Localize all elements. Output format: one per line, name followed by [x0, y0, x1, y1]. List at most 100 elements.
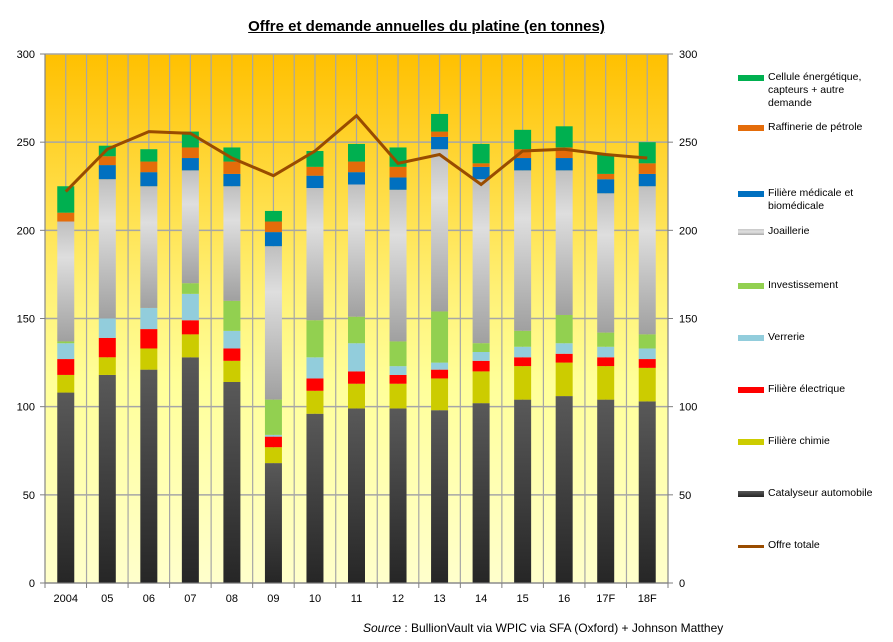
bar-segment-raffinerie-de-p-trole-13	[431, 131, 449, 137]
legend-swatch	[738, 229, 764, 235]
bar-segment-cellule-nerg-tique-capteurs-autre-demande-14	[472, 143, 490, 164]
bar-segment-fili-re-m-dicale-et-biom-dicale-07	[181, 158, 199, 171]
bar-segment-verrerie-15	[514, 346, 532, 358]
legend-item: Verrerie	[738, 331, 886, 344]
bar-segment-catalyseur-automobile-10	[306, 413, 324, 583]
bar-segment-fili-re-lectrique-13	[431, 369, 449, 379]
bar-segment-fili-re-chimie-17F	[597, 366, 615, 400]
bar-segment-joaillerie-11	[348, 184, 365, 317]
bar-segment-fili-re-m-dicale-et-biom-dicale-10	[306, 175, 324, 189]
y-tick-label-right: 250	[679, 137, 697, 149]
bar-segment-fili-re-lectrique-14	[472, 360, 490, 372]
bar-segment-fili-re-lectrique-07	[181, 320, 199, 335]
bar-segment-fili-re-chimie-11	[348, 383, 365, 409]
bar-segment-catalyseur-automobile-18F	[638, 401, 656, 583]
bar-segment-raffinerie-de-p-trole-06	[140, 161, 158, 173]
x-tick-label-13: 13	[433, 593, 445, 605]
bar-segment-fili-re-m-dicale-et-biom-dicale-12	[389, 177, 407, 190]
y-tick-label-right: 150	[679, 314, 697, 326]
bar-segment-cellule-nerg-tique-capteurs-autre-demande-09	[264, 210, 282, 222]
legend-label: Joaillerie	[768, 225, 810, 237]
bar-segment-verrerie-05	[98, 318, 116, 338]
legend-swatch	[738, 283, 764, 289]
legend-item: Investissement	[738, 279, 886, 292]
bar-segment-fili-re-lectrique-11	[348, 371, 365, 384]
x-tick-label-07: 07	[184, 593, 196, 605]
bar-segment-investissement-13	[431, 311, 449, 363]
bar-segment-raffinerie-de-p-trole-10	[306, 166, 324, 176]
bar-segment-catalyseur-automobile-05	[98, 374, 116, 583]
legend-label: Filière électrique	[768, 383, 846, 395]
bar-segment-investissement-15	[514, 330, 532, 347]
bar-segment-catalyseur-automobile-13	[431, 410, 449, 583]
bar-segment-fili-re-lectrique-06	[140, 329, 158, 349]
y-tick-label-left: 100	[17, 402, 35, 414]
bar-segment-fili-re-chimie-13	[431, 378, 449, 411]
y-tick-label-left: 250	[17, 137, 35, 149]
legend-swatch	[738, 75, 764, 81]
legend-label: Cellule énergétique, capteurs + autre de…	[768, 71, 862, 109]
bar-segment-investissement-09	[264, 399, 282, 435]
bar-segment-raffinerie-de-p-trole-18F	[638, 163, 656, 174]
legend-item: Catalyseur automobile	[738, 487, 886, 500]
y-tick-label-left: 200	[17, 225, 35, 237]
bar-segment-cellule-nerg-tique-capteurs-autre-demande-16	[555, 126, 573, 148]
x-tick-label-12: 12	[392, 593, 404, 605]
bar-segment-cellule-nerg-tique-capteurs-autre-demande-08	[223, 147, 241, 162]
legend-item: Raffinerie de pétrole	[738, 121, 886, 134]
bar-segment-verrerie-07	[181, 293, 199, 321]
legend-item: Filière chimie	[738, 435, 886, 448]
bar-segment-raffinerie-de-p-trole-2004	[57, 212, 75, 222]
bar-segment-joaillerie-06	[140, 186, 158, 308]
bar-segment-catalyseur-automobile-06	[140, 369, 158, 583]
y-tick-label-right: 200	[679, 225, 697, 237]
bar-segment-fili-re-m-dicale-et-biom-dicale-13	[431, 136, 449, 150]
bar-segment-fili-re-lectrique-12	[389, 374, 407, 384]
bar-segment-fili-re-lectrique-10	[306, 378, 324, 391]
bar-segment-cellule-nerg-tique-capteurs-autre-demande-2004	[57, 186, 75, 213]
legend-item: Cellule énergétique, capteurs + autre de…	[738, 71, 886, 110]
y-tick-label-right: 300	[679, 49, 697, 61]
bar-segment-joaillerie-13	[431, 149, 449, 312]
legend-label: Offre totale	[768, 539, 820, 551]
bar-segment-catalyseur-automobile-11	[348, 408, 365, 583]
supply-line	[64, 113, 648, 193]
y-tick-label-right: 100	[679, 402, 697, 414]
x-tick-label-09: 09	[267, 593, 279, 605]
bar-segment-verrerie-10	[306, 357, 324, 379]
legend-swatch	[738, 545, 764, 548]
bar-segment-fili-re-lectrique-05	[98, 337, 116, 358]
x-tick-label-15: 15	[517, 593, 529, 605]
legend-swatch	[738, 191, 764, 197]
bar-segment-verrerie-2004	[57, 343, 75, 360]
bar-segment-investissement-11	[348, 316, 365, 344]
bar-segment-fili-re-lectrique-2004	[57, 359, 75, 375]
bar-segment-fili-re-chimie-14	[472, 371, 490, 404]
bar-segment-fili-re-lectrique-09	[264, 436, 282, 448]
bar-segment-catalyseur-automobile-14	[472, 403, 490, 583]
bar-segment-joaillerie-05	[98, 179, 116, 319]
x-tick-label-16: 16	[558, 593, 570, 605]
bar-segment-joaillerie-12	[389, 189, 407, 342]
bar-segment-verrerie-12	[389, 366, 407, 375]
x-tick-label-2004: 2004	[54, 593, 78, 605]
bar-segment-raffinerie-de-p-trole-16	[555, 147, 573, 159]
bar-segment-raffinerie-de-p-trole-17F	[597, 173, 615, 180]
bar-segment-verrerie-16	[555, 343, 573, 354]
legend-item: Filière électrique	[738, 383, 886, 396]
bar-segment-fili-re-chimie-18F	[638, 367, 656, 402]
bar-segment-raffinerie-de-p-trole-07	[181, 147, 199, 159]
bar-segment-fili-re-m-dicale-et-biom-dicale-09	[264, 232, 282, 247]
bar-segment-joaillerie-17F	[597, 193, 615, 333]
bar-segment-fili-re-lectrique-18F	[638, 359, 656, 368]
bar-segment-cellule-nerg-tique-capteurs-autre-demande-15	[514, 129, 532, 150]
bar-segment-catalyseur-automobile-12	[389, 408, 407, 583]
bar-segment-fili-re-chimie-09	[264, 447, 282, 464]
bar-segment-fili-re-chimie-15	[514, 366, 532, 400]
bar-segment-fili-re-lectrique-08	[223, 348, 241, 361]
bar-segment-fili-re-chimie-08	[223, 360, 241, 382]
bar-segment-catalyseur-automobile-2004	[57, 392, 75, 583]
bar-segment-raffinerie-de-p-trole-14	[472, 163, 490, 167]
